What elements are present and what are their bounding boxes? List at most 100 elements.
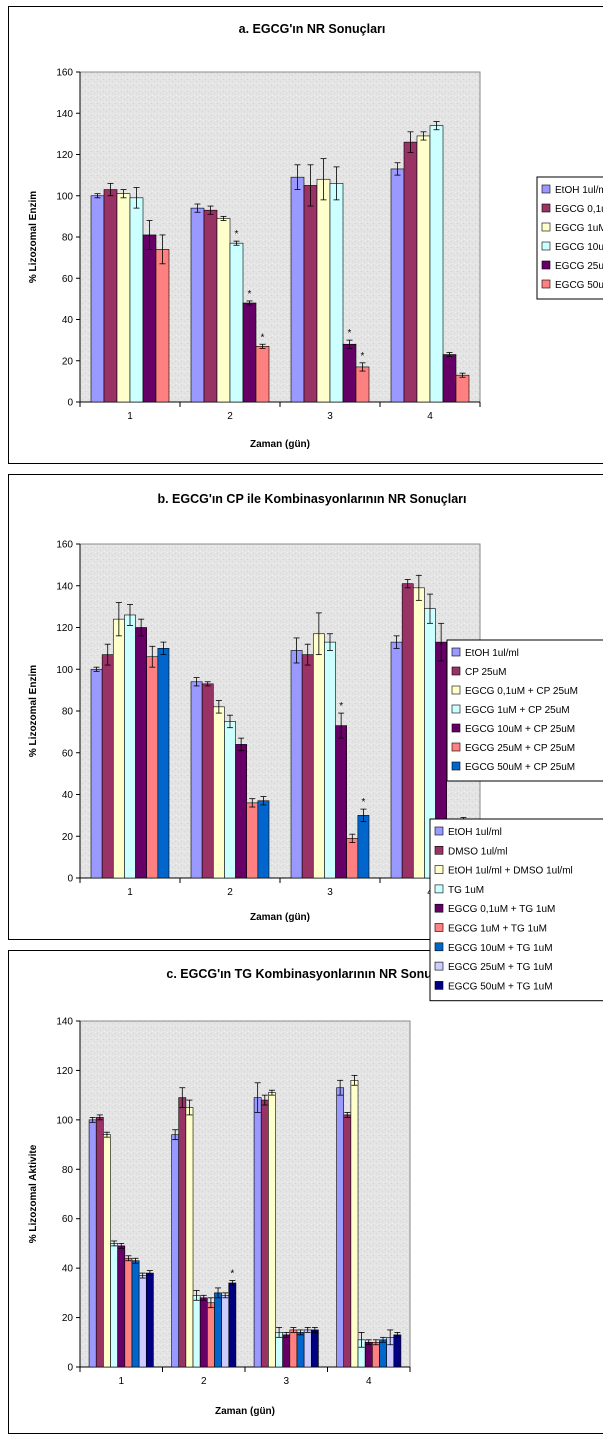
legend-label: EGCG 50uM + CP 25uM	[465, 762, 575, 773]
legend-swatch	[434, 884, 444, 894]
bar	[303, 185, 318, 403]
x-axis-title: Zaman (gün)	[250, 439, 310, 450]
x-tick-label: 3	[283, 1376, 289, 1387]
x-tick-label: 4	[366, 1376, 372, 1387]
bar	[357, 815, 370, 879]
bar	[124, 1257, 133, 1368]
x-tick-label: 2	[201, 1376, 207, 1387]
y-tick-label: 0	[67, 874, 73, 885]
significance-star: *	[230, 1269, 234, 1280]
y-axis-title: % Lizozomal Aktivite	[28, 1144, 39, 1243]
bar	[90, 195, 105, 403]
bar	[229, 242, 244, 403]
bar	[155, 249, 170, 403]
bar	[296, 1332, 305, 1368]
legend-label: EGCG 0,1uM + TG 1uM	[448, 904, 555, 915]
legend-label: DMSO 1ul/ml	[448, 846, 507, 857]
y-tick-label: 120	[56, 623, 73, 634]
legend-label: CP 25uM	[465, 667, 507, 678]
legend-label: EGCG 10uM + CP 25uM	[465, 724, 575, 735]
bar	[310, 1329, 319, 1368]
bar	[257, 800, 270, 879]
bar	[303, 1329, 312, 1368]
bar	[289, 1329, 298, 1368]
y-tick-label: 80	[62, 233, 74, 244]
bar	[253, 1097, 262, 1368]
bar	[346, 838, 359, 879]
x-tick-label: 2	[227, 411, 233, 422]
significance-star: *	[248, 289, 252, 300]
bar	[329, 183, 344, 403]
bar	[178, 1097, 187, 1368]
chart-title: a. EGCG'ın NR Sonuçları	[239, 22, 386, 36]
legend-swatch	[434, 865, 444, 874]
bar	[216, 218, 231, 403]
bar	[260, 1099, 269, 1368]
legend-label: EGCG 25uM	[555, 261, 603, 272]
bar	[343, 1114, 352, 1368]
significance-star: *	[348, 328, 352, 339]
legend-box	[429, 818, 603, 1002]
bar	[190, 681, 203, 879]
bar	[350, 1080, 359, 1368]
legend-swatch	[451, 704, 461, 714]
legend-swatch	[541, 241, 551, 251]
chart-title: b. EGCG'ın CP ile Kombinasyonlarının NR …	[157, 492, 466, 506]
bar	[393, 1334, 402, 1368]
y-tick-label: 20	[62, 356, 74, 367]
bar	[390, 168, 405, 403]
x-tick-label: 1	[127, 887, 133, 898]
significance-star: *	[361, 351, 365, 362]
significance-star: *	[261, 332, 265, 343]
legend-label: EGCG 1uM + TG 1uM	[448, 924, 547, 935]
legend-swatch	[434, 845, 444, 855]
y-tick-label: 140	[56, 581, 73, 592]
bar	[455, 374, 470, 403]
bar	[336, 1087, 345, 1368]
y-tick-label: 100	[56, 191, 73, 202]
legend-box	[446, 639, 603, 782]
legend-label: EGCG 10uM	[555, 242, 603, 253]
bar	[401, 583, 414, 879]
legend-label: EGCG 1uM	[555, 223, 603, 234]
bar	[379, 1339, 387, 1368]
x-tick-label: 2	[227, 887, 233, 898]
bar	[246, 802, 259, 879]
bar	[157, 648, 170, 879]
bar	[290, 176, 305, 403]
y-tick-label: 160	[56, 68, 73, 79]
legend-label: EtOH 1ul/ml + DMSO 1ul/ml	[448, 866, 573, 877]
legend-label: EtOH 1ul/ml	[448, 827, 502, 838]
bar	[312, 633, 325, 879]
chart-title: c. EGCG'ın TG Kombinasyonlarının NR Sonu…	[166, 967, 457, 981]
legend-label: EtOH 1ul/ml	[555, 185, 603, 196]
y-axis-title: % Lizozomal Enzim	[28, 191, 39, 283]
legend-swatch	[541, 222, 551, 232]
legend-swatch	[434, 923, 444, 932]
bar	[110, 1243, 118, 1368]
y-tick-label: 60	[62, 1214, 74, 1225]
y-tick-label: 20	[62, 1313, 74, 1324]
legend-label: EGCG 25uM + CP 25uM	[465, 743, 575, 754]
y-tick-label: 80	[62, 707, 74, 718]
bar	[129, 197, 144, 403]
bar	[145, 1272, 154, 1368]
y-tick-label: 120	[56, 150, 73, 161]
legend-swatch	[451, 685, 461, 695]
bar	[228, 1282, 237, 1368]
legend-swatch	[451, 761, 461, 771]
bar	[235, 744, 248, 879]
bar	[335, 725, 348, 879]
y-tick-label: 60	[62, 748, 74, 759]
significance-star: *	[235, 229, 239, 240]
y-tick-label: 0	[67, 1363, 73, 1374]
bar	[103, 1134, 111, 1368]
significance-star: *	[339, 701, 343, 712]
bar	[201, 683, 214, 879]
bar	[268, 1092, 276, 1368]
bar	[190, 207, 205, 403]
y-tick-label: 80	[62, 1165, 74, 1176]
bar	[131, 1260, 140, 1368]
legend-label: EGCG 50uM	[555, 280, 603, 291]
